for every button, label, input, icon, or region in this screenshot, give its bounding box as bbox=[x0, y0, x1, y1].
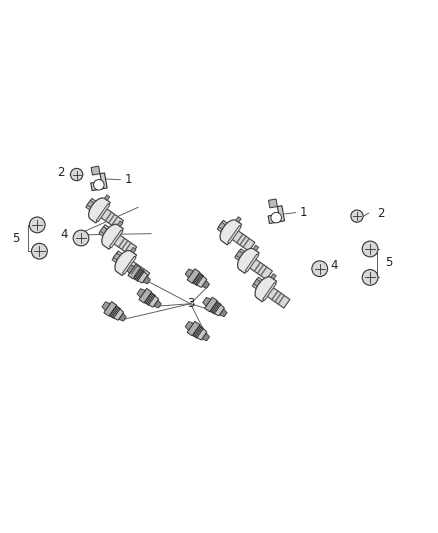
Polygon shape bbox=[112, 251, 150, 282]
Polygon shape bbox=[144, 293, 159, 307]
Polygon shape bbox=[219, 222, 225, 229]
Polygon shape bbox=[119, 313, 126, 321]
Polygon shape bbox=[115, 251, 137, 276]
Circle shape bbox=[312, 261, 328, 277]
Polygon shape bbox=[104, 302, 117, 316]
Text: 2: 2 bbox=[57, 166, 65, 179]
Polygon shape bbox=[110, 230, 123, 248]
Polygon shape bbox=[263, 282, 276, 301]
Polygon shape bbox=[268, 199, 277, 208]
Polygon shape bbox=[205, 297, 217, 312]
Circle shape bbox=[29, 217, 45, 233]
Polygon shape bbox=[87, 200, 94, 207]
Polygon shape bbox=[102, 224, 124, 249]
Polygon shape bbox=[123, 256, 136, 274]
Polygon shape bbox=[202, 333, 209, 341]
Text: 1: 1 bbox=[125, 173, 132, 186]
Circle shape bbox=[73, 230, 89, 246]
Polygon shape bbox=[109, 305, 124, 320]
Polygon shape bbox=[137, 289, 145, 297]
Text: 1: 1 bbox=[300, 206, 307, 219]
Polygon shape bbox=[187, 269, 200, 284]
Text: 3: 3 bbox=[187, 297, 194, 310]
Polygon shape bbox=[219, 309, 227, 317]
Polygon shape bbox=[268, 206, 285, 223]
Polygon shape bbox=[185, 321, 194, 330]
Text: 5: 5 bbox=[385, 256, 393, 270]
Polygon shape bbox=[235, 249, 272, 280]
Polygon shape bbox=[113, 253, 120, 260]
Polygon shape bbox=[128, 264, 141, 279]
Polygon shape bbox=[245, 254, 259, 272]
Polygon shape bbox=[102, 302, 110, 311]
Polygon shape bbox=[126, 264, 134, 273]
Polygon shape bbox=[187, 321, 200, 336]
Polygon shape bbox=[192, 273, 207, 287]
Polygon shape bbox=[139, 288, 152, 303]
Polygon shape bbox=[254, 279, 260, 286]
Text: 2: 2 bbox=[378, 207, 385, 220]
Polygon shape bbox=[133, 269, 148, 283]
Polygon shape bbox=[228, 225, 241, 244]
Polygon shape bbox=[210, 301, 224, 316]
Polygon shape bbox=[252, 277, 290, 308]
Polygon shape bbox=[237, 248, 259, 273]
Polygon shape bbox=[91, 166, 100, 175]
Text: 4: 4 bbox=[60, 229, 68, 241]
Polygon shape bbox=[185, 269, 194, 278]
Circle shape bbox=[362, 270, 378, 285]
Text: 5: 5 bbox=[12, 231, 20, 245]
Circle shape bbox=[32, 243, 47, 259]
Polygon shape bbox=[131, 247, 136, 253]
Polygon shape bbox=[143, 276, 150, 284]
Polygon shape bbox=[202, 280, 209, 288]
Polygon shape bbox=[117, 221, 123, 227]
Polygon shape bbox=[255, 277, 277, 302]
Polygon shape bbox=[236, 217, 241, 222]
Circle shape bbox=[71, 168, 83, 181]
Polygon shape bbox=[88, 198, 110, 223]
Polygon shape bbox=[86, 198, 124, 229]
Text: 4: 4 bbox=[331, 259, 338, 272]
Circle shape bbox=[362, 241, 378, 257]
Polygon shape bbox=[91, 173, 107, 191]
Polygon shape bbox=[217, 220, 255, 251]
Circle shape bbox=[351, 210, 363, 222]
Polygon shape bbox=[220, 220, 242, 245]
Polygon shape bbox=[271, 273, 276, 279]
Polygon shape bbox=[96, 204, 110, 222]
Circle shape bbox=[94, 180, 104, 190]
Polygon shape bbox=[236, 251, 243, 258]
Circle shape bbox=[271, 212, 282, 223]
Polygon shape bbox=[154, 300, 161, 308]
Polygon shape bbox=[192, 325, 207, 340]
Polygon shape bbox=[100, 227, 107, 234]
Polygon shape bbox=[253, 245, 259, 251]
Polygon shape bbox=[203, 297, 211, 306]
Polygon shape bbox=[99, 225, 137, 255]
Polygon shape bbox=[104, 195, 110, 200]
